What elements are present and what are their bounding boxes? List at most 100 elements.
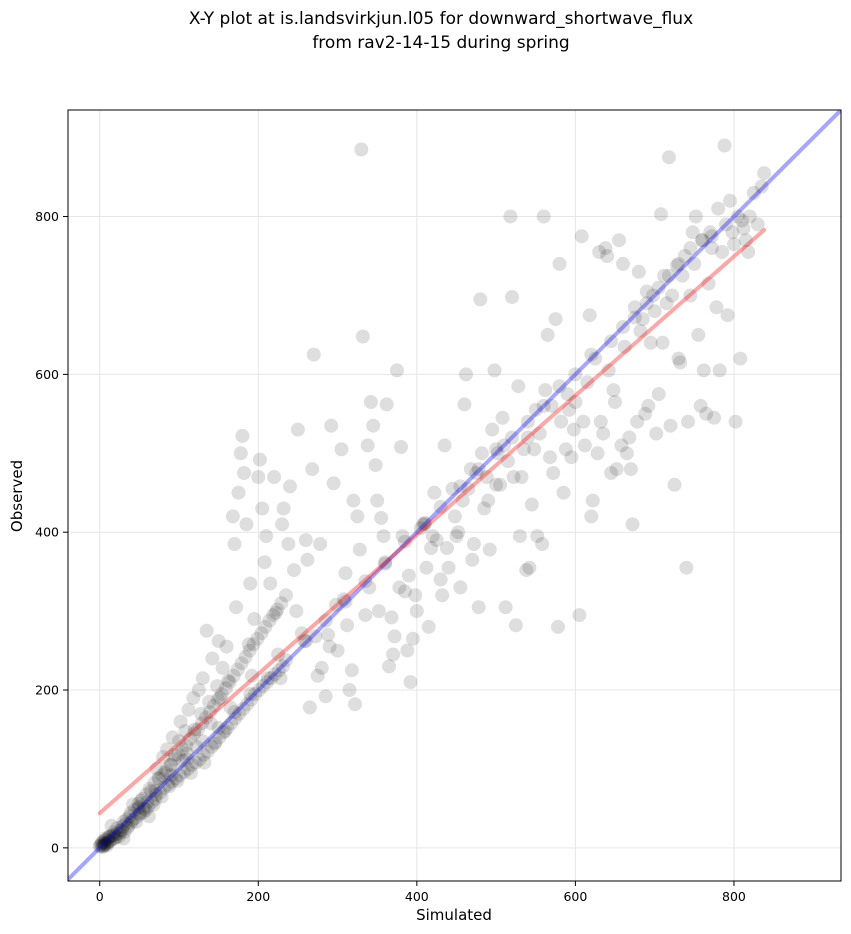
data-point <box>256 679 270 694</box>
data-point <box>511 379 526 394</box>
data-point <box>425 529 440 544</box>
data-point <box>99 836 114 851</box>
data-point <box>148 784 163 798</box>
data-point <box>416 517 431 532</box>
data-point <box>199 623 214 638</box>
data-point <box>671 256 686 271</box>
data-point <box>699 406 714 421</box>
data-point <box>358 574 373 589</box>
data-point <box>427 485 442 500</box>
data-point <box>322 639 337 654</box>
data-point <box>493 477 508 492</box>
data-point <box>376 529 391 544</box>
data-point <box>576 414 591 429</box>
data-point <box>627 300 642 315</box>
data-point <box>409 604 424 619</box>
y-tick-label: 800 <box>35 209 59 224</box>
data-point <box>617 339 632 354</box>
data-point <box>433 499 448 514</box>
data-point <box>263 576 278 591</box>
data-point <box>115 819 130 834</box>
data-point <box>141 809 156 824</box>
data-point <box>99 833 114 847</box>
data-point <box>259 529 274 544</box>
data-point <box>247 612 262 626</box>
data-point <box>204 739 219 754</box>
data-point <box>394 440 408 454</box>
data-point <box>463 462 478 477</box>
data-point <box>251 470 266 484</box>
data-point <box>643 335 658 350</box>
data-point <box>560 387 575 402</box>
data-point <box>98 831 113 846</box>
data-point <box>234 656 249 671</box>
data-point <box>137 801 152 816</box>
data-point <box>659 296 674 311</box>
data-point <box>712 363 727 378</box>
data-point <box>139 787 154 802</box>
data-point <box>260 671 275 686</box>
data-point <box>635 312 650 327</box>
data-point <box>609 462 624 477</box>
data-point <box>482 542 497 557</box>
data-point <box>289 604 304 619</box>
data-point <box>725 225 740 240</box>
data-point <box>577 438 592 453</box>
data-point <box>638 406 653 421</box>
data-point <box>151 771 166 786</box>
data-point <box>738 233 753 248</box>
data-point <box>211 634 226 649</box>
data-point <box>719 217 733 232</box>
data-point <box>536 398 551 413</box>
data-point <box>172 768 187 783</box>
data-point <box>584 347 599 362</box>
data-point <box>662 150 676 165</box>
data-point <box>94 836 109 851</box>
data-point <box>188 755 203 770</box>
data-point <box>489 477 504 492</box>
data-point <box>103 834 117 849</box>
data-point <box>241 637 256 652</box>
data-point <box>164 758 179 772</box>
data-point <box>455 493 470 508</box>
data-point <box>350 509 365 524</box>
data-point <box>140 795 155 810</box>
data-point <box>237 466 251 480</box>
data-point <box>97 837 112 852</box>
data-point <box>103 829 118 843</box>
data-point <box>657 268 672 283</box>
data-point <box>495 410 510 425</box>
data-point <box>173 714 188 729</box>
data-point <box>196 747 211 762</box>
data-point <box>447 509 462 524</box>
data-point <box>283 479 297 494</box>
data-point <box>183 765 198 780</box>
data-point <box>162 779 177 794</box>
data-point <box>111 829 126 844</box>
data-point <box>734 213 749 228</box>
data-point <box>519 563 534 578</box>
data-point <box>344 663 359 678</box>
data-point <box>498 600 513 615</box>
data-point <box>429 533 444 548</box>
data-point <box>306 347 321 362</box>
data-point <box>673 355 688 370</box>
data-point <box>568 395 583 409</box>
data-point <box>374 511 389 525</box>
data-point <box>338 594 353 609</box>
data-point <box>96 834 111 849</box>
data-point <box>135 791 150 806</box>
data-point <box>516 442 531 457</box>
data-point <box>574 229 589 244</box>
y-axis-label: Observed <box>8 460 26 532</box>
data-point <box>598 241 613 256</box>
data-point <box>683 241 698 256</box>
data-point <box>421 619 436 634</box>
data-point <box>168 771 183 786</box>
data-point <box>548 312 563 327</box>
data-point <box>362 580 377 595</box>
data-point <box>239 517 254 532</box>
data-point <box>600 249 615 263</box>
data-point <box>254 626 269 641</box>
data-point <box>520 430 535 445</box>
